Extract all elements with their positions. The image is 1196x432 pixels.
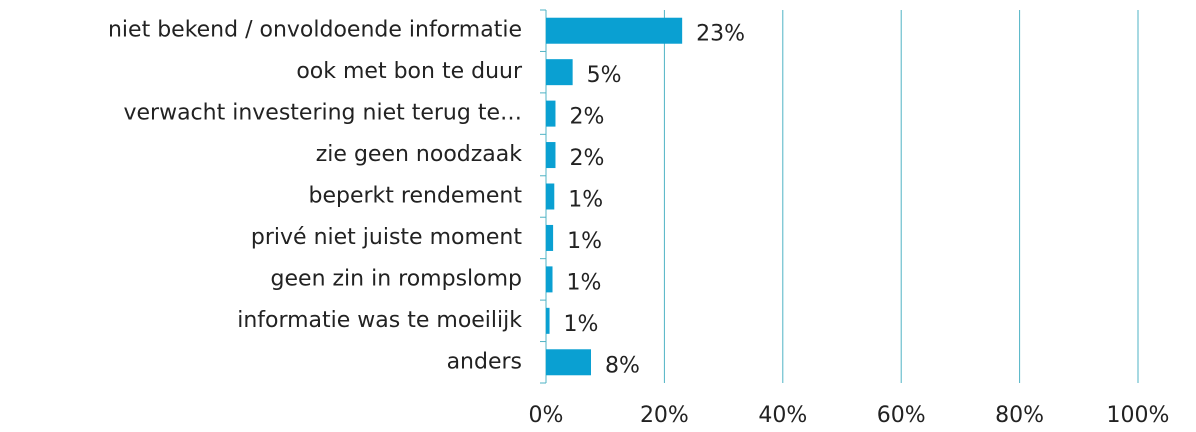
bar	[546, 183, 555, 210]
data-label: 2%	[569, 105, 604, 130]
data-label: 1%	[568, 188, 603, 213]
x-tick-label: 20%	[640, 403, 689, 428]
bar	[546, 224, 554, 251]
y-tick-label: informatie was te moeilijk	[237, 308, 522, 333]
data-label: 1%	[564, 312, 599, 337]
y-tick-label: geen zin in rompslomp	[271, 266, 522, 291]
data-label: 8%	[605, 353, 640, 378]
data-label: 2%	[569, 146, 604, 171]
y-tick-label: verwacht investering niet terug te…	[123, 101, 522, 126]
bar	[546, 266, 553, 293]
x-tick-label: 40%	[758, 403, 807, 428]
data-label: 23%	[696, 22, 745, 47]
bar	[546, 307, 550, 334]
x-tick-label: 80%	[995, 403, 1044, 428]
y-tick-label: ook met bon te duur	[296, 59, 523, 84]
x-tick-label: 100%	[1107, 403, 1170, 428]
bar	[546, 59, 573, 86]
bar	[546, 142, 556, 169]
x-tick-label: 60%	[877, 403, 926, 428]
y-tick-label: anders	[447, 349, 522, 374]
bar	[546, 100, 556, 127]
y-tick-label: zie geen noodzaak	[316, 142, 522, 167]
data-label: 5%	[587, 63, 622, 88]
bar	[546, 17, 683, 44]
y-tick-label: privé niet juiste moment	[251, 225, 522, 250]
y-tick-label: beperkt rendement	[309, 184, 523, 209]
data-label: 1%	[567, 270, 602, 295]
x-tick-label: 0%	[529, 403, 564, 428]
data-label: 1%	[567, 229, 602, 254]
y-tick-label: niet bekend / onvoldoende informatie	[108, 18, 522, 43]
bar	[546, 349, 591, 376]
